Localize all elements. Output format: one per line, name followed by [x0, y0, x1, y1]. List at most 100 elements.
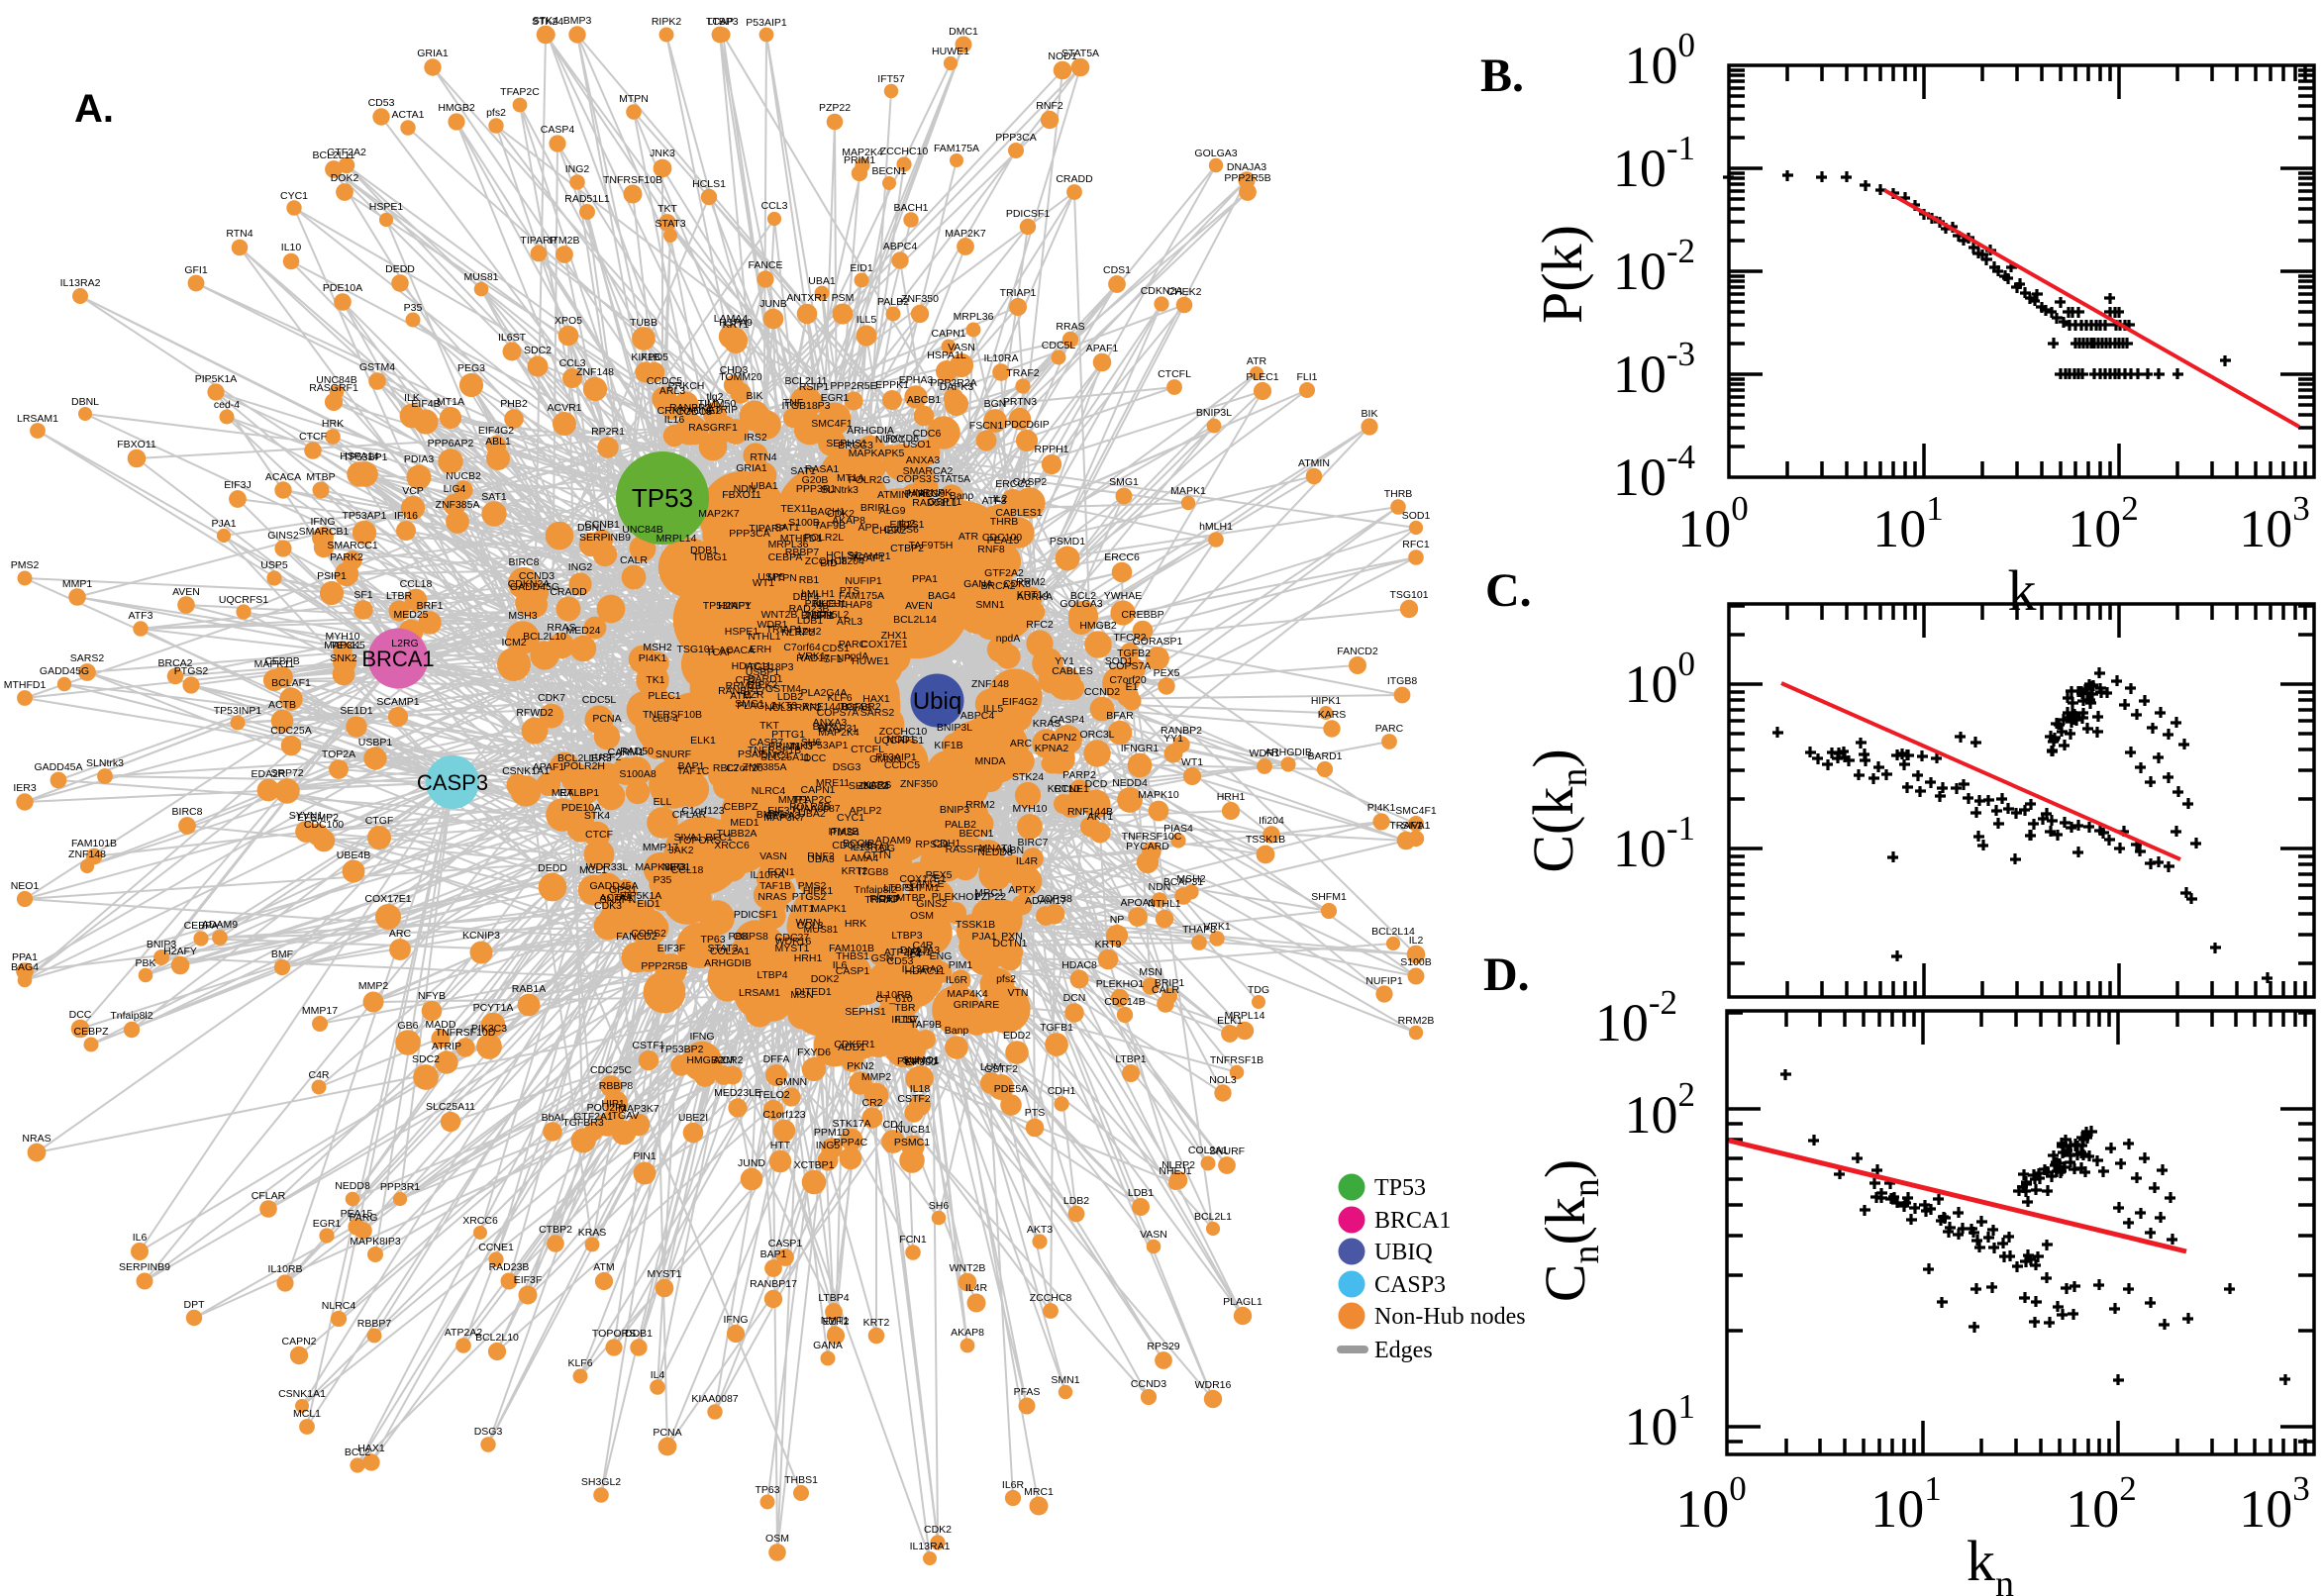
- svg-text:CT_610: CT_610: [875, 993, 913, 1005]
- svg-text:PIAS4: PIAS4: [1163, 823, 1193, 835]
- svg-text:SEPHS1: SEPHS1: [826, 438, 867, 449]
- svg-text:LTBP4: LTBP4: [757, 969, 787, 981]
- svg-text:SIVA1: SIVA1: [1402, 820, 1431, 832]
- svg-text:HSPA9: HSPA9: [719, 317, 753, 329]
- svg-text:BAP1: BAP1: [760, 1248, 787, 1260]
- svg-text:GANA: GANA: [963, 578, 993, 590]
- svg-text:FAM101B: FAM101B: [71, 838, 117, 849]
- svg-text:UNC84B: UNC84B: [622, 524, 662, 536]
- svg-text:HIP1: HIP1: [601, 1098, 625, 1110]
- svg-text:ATP2A2: ATP2A2: [445, 1327, 482, 1339]
- svg-text:CTCFL: CTCFL: [1158, 368, 1191, 380]
- svg-text:PI4K1: PI4K1: [639, 652, 667, 664]
- svg-text:IL6R: IL6R: [946, 974, 968, 986]
- svg-text:CYC1: CYC1: [837, 812, 864, 824]
- svg-text:ABCB1: ABCB1: [907, 394, 942, 406]
- svg-text:UQCRFS1: UQCRFS1: [219, 594, 268, 606]
- svg-text:YWHAE: YWHAE: [1104, 590, 1143, 602]
- svg-text:RAD50: RAD50: [620, 746, 654, 757]
- svg-text:COX17E1: COX17E1: [364, 893, 411, 905]
- svg-text:UNC84B: UNC84B: [316, 374, 356, 386]
- svg-text:MCL1: MCL1: [293, 1408, 321, 1420]
- svg-text:GRIA1: GRIA1: [417, 48, 449, 59]
- svg-text:TIPARP: TIPARP: [749, 523, 785, 535]
- svg-text:IFNG: IFNG: [689, 1031, 714, 1043]
- svg-text:TOPORS: TOPORS: [677, 835, 721, 847]
- svg-text:LRSAM1: LRSAM1: [739, 987, 780, 999]
- svg-text:ATR: ATR: [959, 531, 979, 543]
- svg-text:LTBP1: LTBP1: [1115, 1053, 1146, 1065]
- svg-text:BMF: BMF: [801, 610, 823, 622]
- svg-text:MNDA: MNDA: [975, 755, 1006, 767]
- svg-text:TNFRSF1B: TNFRSF1B: [1210, 1054, 1263, 1066]
- svg-text:RBBP7: RBBP7: [357, 1318, 392, 1330]
- svg-text:EPHA3: EPHA3: [766, 810, 801, 822]
- svg-text:GTF2A2: GTF2A2: [984, 567, 1024, 579]
- svg-text:TAF1C: TAF1C: [677, 765, 710, 777]
- svg-text:BRCA2: BRCA2: [980, 580, 1015, 592]
- svg-text:STK4: STK4: [533, 15, 558, 27]
- svg-text:WT1: WT1: [753, 577, 774, 589]
- svg-text:101: 101: [1625, 1387, 1696, 1456]
- svg-text:TRIAP1: TRIAP1: [1000, 287, 1037, 299]
- svg-text:IL6ST: IL6ST: [498, 332, 527, 344]
- svg-text:COPS3: COPS3: [896, 473, 932, 485]
- svg-text:NFYB: NFYB: [418, 990, 446, 1002]
- svg-text:APOA1: APOA1: [1120, 897, 1155, 909]
- svg-text:SMARCC1: SMARCC1: [327, 540, 378, 551]
- svg-text:102: 102: [2068, 489, 2139, 558]
- svg-text:HSPA14: HSPA14: [340, 450, 379, 462]
- svg-text:CASP4: CASP4: [1051, 714, 1085, 726]
- svg-text:103: 103: [2239, 489, 2310, 558]
- svg-text:MSN: MSN: [1139, 966, 1162, 978]
- svg-text:IFT57: IFT57: [877, 73, 905, 85]
- svg-text:RAD23B: RAD23B: [789, 603, 830, 615]
- svg-text:NOD1: NOD1: [1048, 50, 1076, 62]
- svg-text:MED1: MED1: [730, 817, 758, 829]
- svg-text:PBK: PBK: [728, 931, 749, 943]
- svg-text:EPHA3: EPHA3: [899, 374, 934, 386]
- svg-text:CABLES1: CABLES1: [995, 507, 1042, 519]
- svg-text:POLR2G: POLR2G: [849, 474, 891, 486]
- svg-text:KRT2: KRT2: [863, 1317, 890, 1329]
- svg-text:ABPC4: ABPC4: [883, 241, 918, 252]
- svg-text:HCLS1: HCLS1: [692, 178, 726, 190]
- svg-text:CDC5L: CDC5L: [582, 694, 617, 706]
- svg-text:PEX5: PEX5: [1154, 667, 1180, 679]
- svg-text:AKAP8: AKAP8: [832, 515, 865, 527]
- svg-text:MYST1: MYST1: [647, 1268, 681, 1280]
- svg-text:DCTN1: DCTN1: [992, 938, 1027, 949]
- svg-text:HUWE1: HUWE1: [852, 655, 889, 667]
- svg-text:HRK: HRK: [845, 918, 866, 930]
- svg-text:EDD2: EDD2: [1003, 1030, 1031, 1042]
- svg-text:CD53: CD53: [887, 955, 914, 967]
- svg-text:SERPINB9: SERPINB9: [119, 1261, 170, 1273]
- svg-text:ENG: ENG: [930, 950, 953, 962]
- svg-text:YY1: YY1: [1163, 733, 1183, 745]
- svg-text:CDK7: CDK7: [538, 692, 565, 704]
- svg-text:DBNL: DBNL: [71, 396, 99, 408]
- svg-text:EPPK1: EPPK1: [875, 379, 909, 391]
- svg-text:STAT5A: STAT5A: [1061, 48, 1099, 59]
- svg-text:IFT57: IFT57: [891, 1014, 919, 1026]
- svg-text:COPS8: COPS8: [1037, 893, 1072, 905]
- svg-text:JNK3: JNK3: [787, 741, 813, 752]
- svg-text:HSPA1L: HSPA1L: [927, 349, 966, 361]
- svg-text:ATM: ATM: [593, 1261, 614, 1273]
- svg-text:TOMM20: TOMM20: [719, 371, 762, 383]
- svg-text:TFCP2: TFCP2: [1113, 632, 1146, 644]
- svg-text:NEO1: NEO1: [11, 880, 40, 892]
- svg-text:EZR: EZR: [744, 689, 764, 701]
- svg-text:PDIA3: PDIA3: [404, 453, 435, 465]
- svg-text:ARL3: ARL3: [837, 616, 862, 628]
- svg-text:COPS2: COPS2: [631, 928, 666, 940]
- svg-text:UBA2: UBA2: [798, 808, 826, 820]
- svg-text:100: 100: [1625, 26, 1696, 95]
- svg-text:FLI1: FLI1: [1296, 371, 1317, 383]
- svg-text:XPO5: XPO5: [555, 315, 582, 327]
- svg-text:DNAJA3: DNAJA3: [1227, 161, 1266, 173]
- svg-text:THRB: THRB: [990, 516, 1019, 528]
- svg-text:NRAS: NRAS: [22, 1133, 50, 1145]
- svg-text:PLEKHO1: PLEKHO1: [932, 891, 980, 903]
- svg-text:MAPK1: MAPK1: [811, 903, 847, 915]
